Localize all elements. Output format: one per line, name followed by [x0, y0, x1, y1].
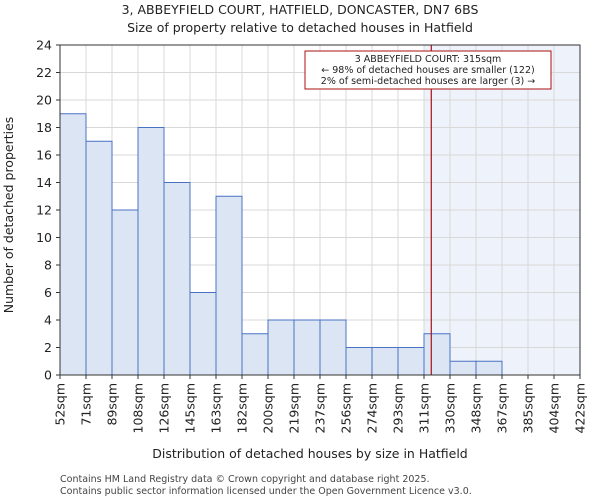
x-tick-label: 219sqm — [287, 383, 302, 433]
x-tick-label: 256sqm — [339, 383, 354, 433]
y-tick-label: 10 — [36, 230, 52, 245]
y-tick-label: 0 — [44, 368, 52, 383]
bar-256sqm — [345, 347, 373, 376]
bar-311sqm — [423, 333, 451, 376]
bar-274sqm — [371, 347, 399, 376]
chart-title: 3, ABBEYFIELD COURT, HATFIELD, DONCASTER… — [122, 2, 479, 17]
x-tick-label: 293sqm — [391, 383, 406, 433]
y-tick-label: 22 — [36, 65, 52, 80]
x-axis-label: Distribution of detached houses by size … — [152, 446, 468, 461]
bar-163sqm — [215, 195, 243, 376]
x-tick-label: 200sqm — [261, 383, 276, 433]
chart-subtitle: Size of property relative to detached ho… — [127, 20, 473, 35]
footer-copyright: Contains HM Land Registry data © Crown c… — [60, 474, 430, 485]
annotation-larger: 2% of semi-detached houses are larger (3… — [321, 76, 535, 87]
bar-182sqm — [241, 333, 269, 376]
bar-145sqm — [189, 292, 217, 376]
x-tick-label: 348sqm — [469, 383, 484, 433]
annotation-smaller: ← 98% of detached houses are smaller (12… — [321, 65, 534, 76]
bar-52sqm — [59, 113, 87, 376]
y-tick-label: 14 — [36, 175, 52, 190]
annotation-title: 3 ABBEYFIELD COURT: 315sqm — [355, 54, 502, 65]
y-tick-label: 6 — [44, 285, 52, 300]
x-tick-label: 145sqm — [183, 383, 198, 433]
bar-200sqm — [267, 319, 295, 376]
bar-348sqm — [475, 360, 503, 376]
x-tick-label: 311sqm — [417, 383, 432, 433]
x-tick-label: 182sqm — [235, 383, 250, 433]
bar-126sqm — [163, 182, 191, 376]
x-tick-label: 330sqm — [443, 383, 458, 433]
y-tick-label: 8 — [44, 258, 52, 273]
x-axis-ticks: 52sqm 71sqm 89sqm 108sqm 126sqm 145sqm 163sqm 1… — [53, 375, 588, 433]
bar-108sqm — [137, 127, 165, 376]
x-tick-label: 422sqm — [573, 383, 588, 433]
x-tick-label: 385sqm — [521, 383, 536, 433]
x-tick-label: 237sqm — [313, 383, 328, 433]
y-tick-label: 20 — [36, 93, 52, 108]
y-tick-label: 18 — [36, 120, 52, 135]
bars — [59, 113, 503, 376]
annotation-box: 3 ABBEYFIELD COURT: 315sqm ← 98% of deta… — [304, 50, 552, 90]
bar-237sqm — [319, 319, 347, 376]
bar-89sqm — [111, 209, 139, 376]
bar-330sqm — [449, 360, 477, 376]
y-tick-label: 24 — [36, 38, 52, 53]
x-tick-label: 52sqm — [53, 383, 68, 426]
x-tick-label: 71sqm — [79, 383, 94, 426]
x-tick-label: 274sqm — [365, 383, 380, 433]
y-axis-label: Number of detached properties — [1, 117, 16, 314]
x-tick-label: 404sqm — [547, 383, 562, 433]
annotation-frame — [304, 50, 552, 90]
footer-licence: Contains public sector information licen… — [60, 486, 472, 497]
y-tick-label: 16 — [36, 148, 52, 163]
x-tick-label: 126sqm — [157, 383, 172, 433]
x-tick-label: 367sqm — [495, 383, 510, 433]
x-tick-label: 89sqm — [105, 383, 120, 426]
x-tick-label: 163sqm — [209, 383, 224, 433]
x-tick-label: 108sqm — [131, 383, 146, 433]
y-tick-label: 12 — [36, 203, 52, 218]
y-tick-label: 2 — [44, 340, 52, 355]
bar-219sqm — [293, 319, 321, 376]
bar-293sqm — [397, 347, 425, 376]
y-tick-label: 4 — [44, 313, 52, 328]
bar-71sqm — [85, 140, 113, 376]
